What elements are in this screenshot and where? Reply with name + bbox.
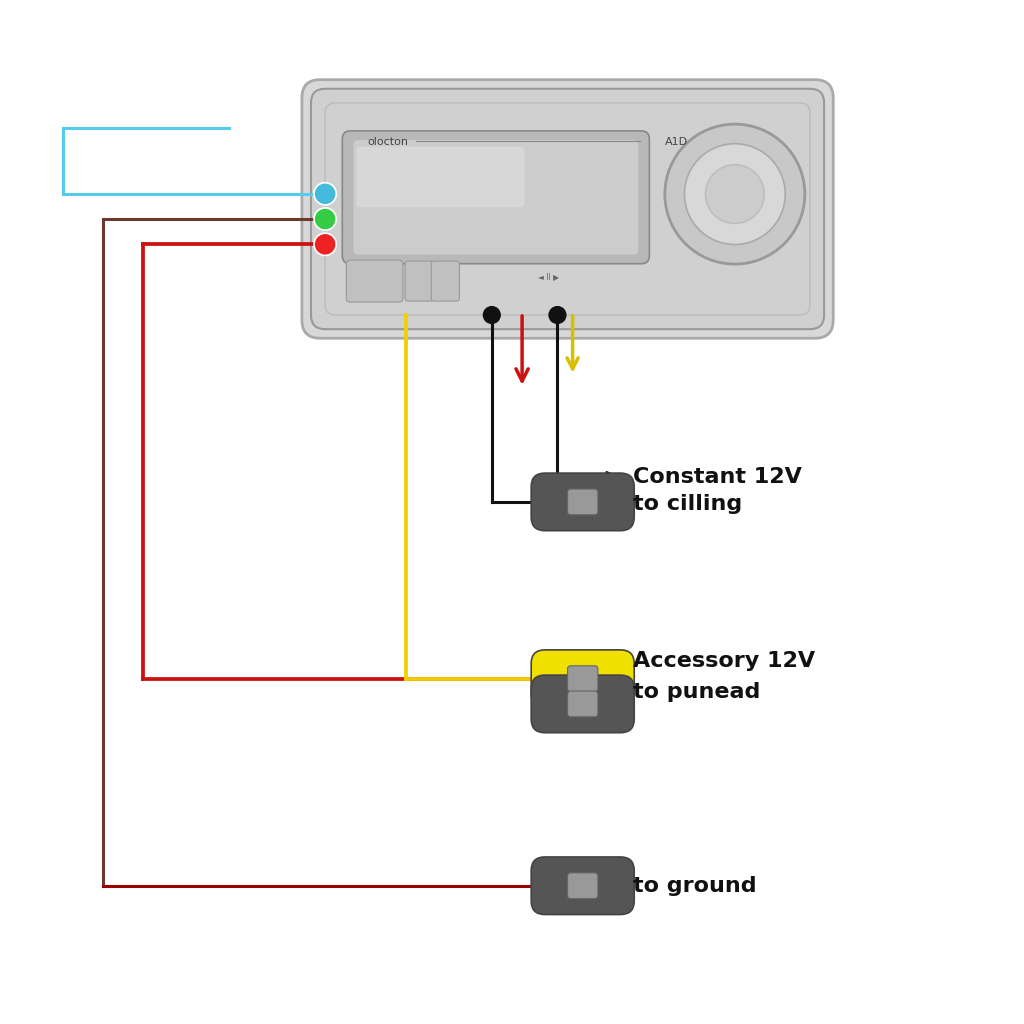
FancyBboxPatch shape bbox=[431, 261, 460, 301]
Circle shape bbox=[665, 124, 805, 264]
FancyBboxPatch shape bbox=[353, 140, 638, 255]
FancyBboxPatch shape bbox=[531, 675, 634, 733]
Text: olocton: olocton bbox=[368, 137, 409, 147]
Circle shape bbox=[314, 233, 336, 255]
Circle shape bbox=[314, 208, 336, 230]
Circle shape bbox=[314, 182, 336, 205]
FancyBboxPatch shape bbox=[346, 260, 402, 302]
FancyBboxPatch shape bbox=[567, 489, 598, 515]
Text: Constant 12V: Constant 12V bbox=[633, 467, 802, 486]
Circle shape bbox=[482, 306, 501, 325]
FancyBboxPatch shape bbox=[531, 473, 634, 530]
FancyBboxPatch shape bbox=[567, 666, 598, 691]
FancyBboxPatch shape bbox=[567, 872, 598, 899]
Text: ◄ II ▶: ◄ II ▶ bbox=[538, 272, 559, 281]
Circle shape bbox=[706, 165, 764, 223]
FancyBboxPatch shape bbox=[567, 691, 598, 717]
Text: Accessory 12V: Accessory 12V bbox=[633, 651, 815, 672]
Text: to ground: to ground bbox=[633, 876, 757, 896]
Text: to cilling: to cilling bbox=[633, 494, 742, 514]
FancyBboxPatch shape bbox=[404, 261, 433, 301]
Text: A1D: A1D bbox=[665, 137, 688, 147]
Circle shape bbox=[549, 306, 566, 325]
FancyBboxPatch shape bbox=[342, 131, 649, 264]
FancyBboxPatch shape bbox=[356, 146, 524, 207]
FancyBboxPatch shape bbox=[531, 650, 634, 708]
FancyBboxPatch shape bbox=[302, 80, 834, 338]
Circle shape bbox=[684, 143, 785, 245]
FancyBboxPatch shape bbox=[531, 857, 634, 914]
Text: to punead: to punead bbox=[633, 682, 761, 701]
FancyBboxPatch shape bbox=[311, 89, 824, 329]
